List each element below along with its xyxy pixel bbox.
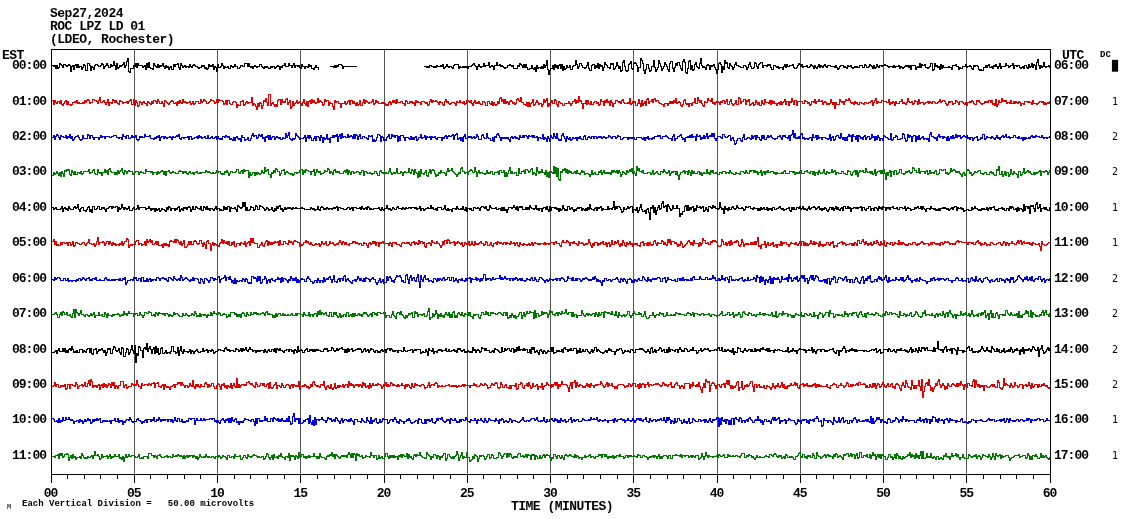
title-network: (LDEO, Rochester) [50,33,174,46]
helicorder-plot [0,0,1130,519]
utc-label: 07:00 [1054,95,1088,108]
utc-label: 06:00 [1054,59,1088,72]
utc-label: 17:00 [1054,449,1088,462]
scale-mark: M [7,503,11,511]
utc-label: 09:00 [1054,165,1088,178]
est-label: 09:00 [0,378,46,391]
dc-value: 1 [1103,451,1127,461]
est-label: 07:00 [0,307,46,320]
est-label: 01:00 [0,95,46,108]
utc-label: 15:00 [1054,378,1088,391]
dc-value: 2 [1103,132,1127,142]
utc-label: 12:00 [1054,272,1088,285]
x-tick-label: 60 [1035,486,1065,501]
utc-label: 16:00 [1054,413,1088,426]
est-label: 03:00 [0,165,46,178]
x-tick-label: 40 [702,486,732,501]
est-label: 05:00 [0,236,46,249]
utc-label: 13:00 [1054,307,1088,320]
dc-value: 1 [1103,238,1127,248]
est-label: 02:00 [0,130,46,143]
dc-value: 1 [1103,203,1127,213]
x-tick-label: 45 [785,486,815,501]
est-label: 08:00 [0,343,46,356]
dc-value: 1 [1103,97,1127,107]
dc-value: 1 [1103,415,1127,425]
dc-value: 2 [1103,345,1127,355]
est-label: 04:00 [0,201,46,214]
dc-value: 2 [1103,167,1127,177]
page: Sep27,2024ROC LPZ LD 01(LDEO, Rochester)… [0,0,1130,519]
x-tick-label: 50 [868,486,898,501]
utc-label: 11:00 [1054,236,1088,249]
dc-value: 2 [1103,380,1127,390]
est-label: 10:00 [0,413,46,426]
dc-header: DC [1100,50,1111,60]
x-tick-label: 15 [285,486,315,501]
utc-label: 14:00 [1054,343,1088,356]
x-axis-title: TIME (MINUTES) [462,499,662,514]
est-label: 11:00 [0,449,46,462]
title-block: Sep27,2024ROC LPZ LD 01(LDEO, Rochester) [50,7,174,46]
utc-label: 08:00 [1054,130,1088,143]
scale-note: Each Vertical Division = 50.00 microvolt… [22,499,254,509]
x-tick-label: 55 [951,486,981,501]
utc-label: 10:00 [1054,201,1088,214]
dc-value: 2 [1103,274,1127,284]
est-label: 06:00 [0,272,46,285]
x-tick-label: 20 [369,486,399,501]
dc-value: 2 [1103,309,1127,319]
dc-value: █ [1103,61,1127,71]
est-label: 00:00 [0,59,46,72]
